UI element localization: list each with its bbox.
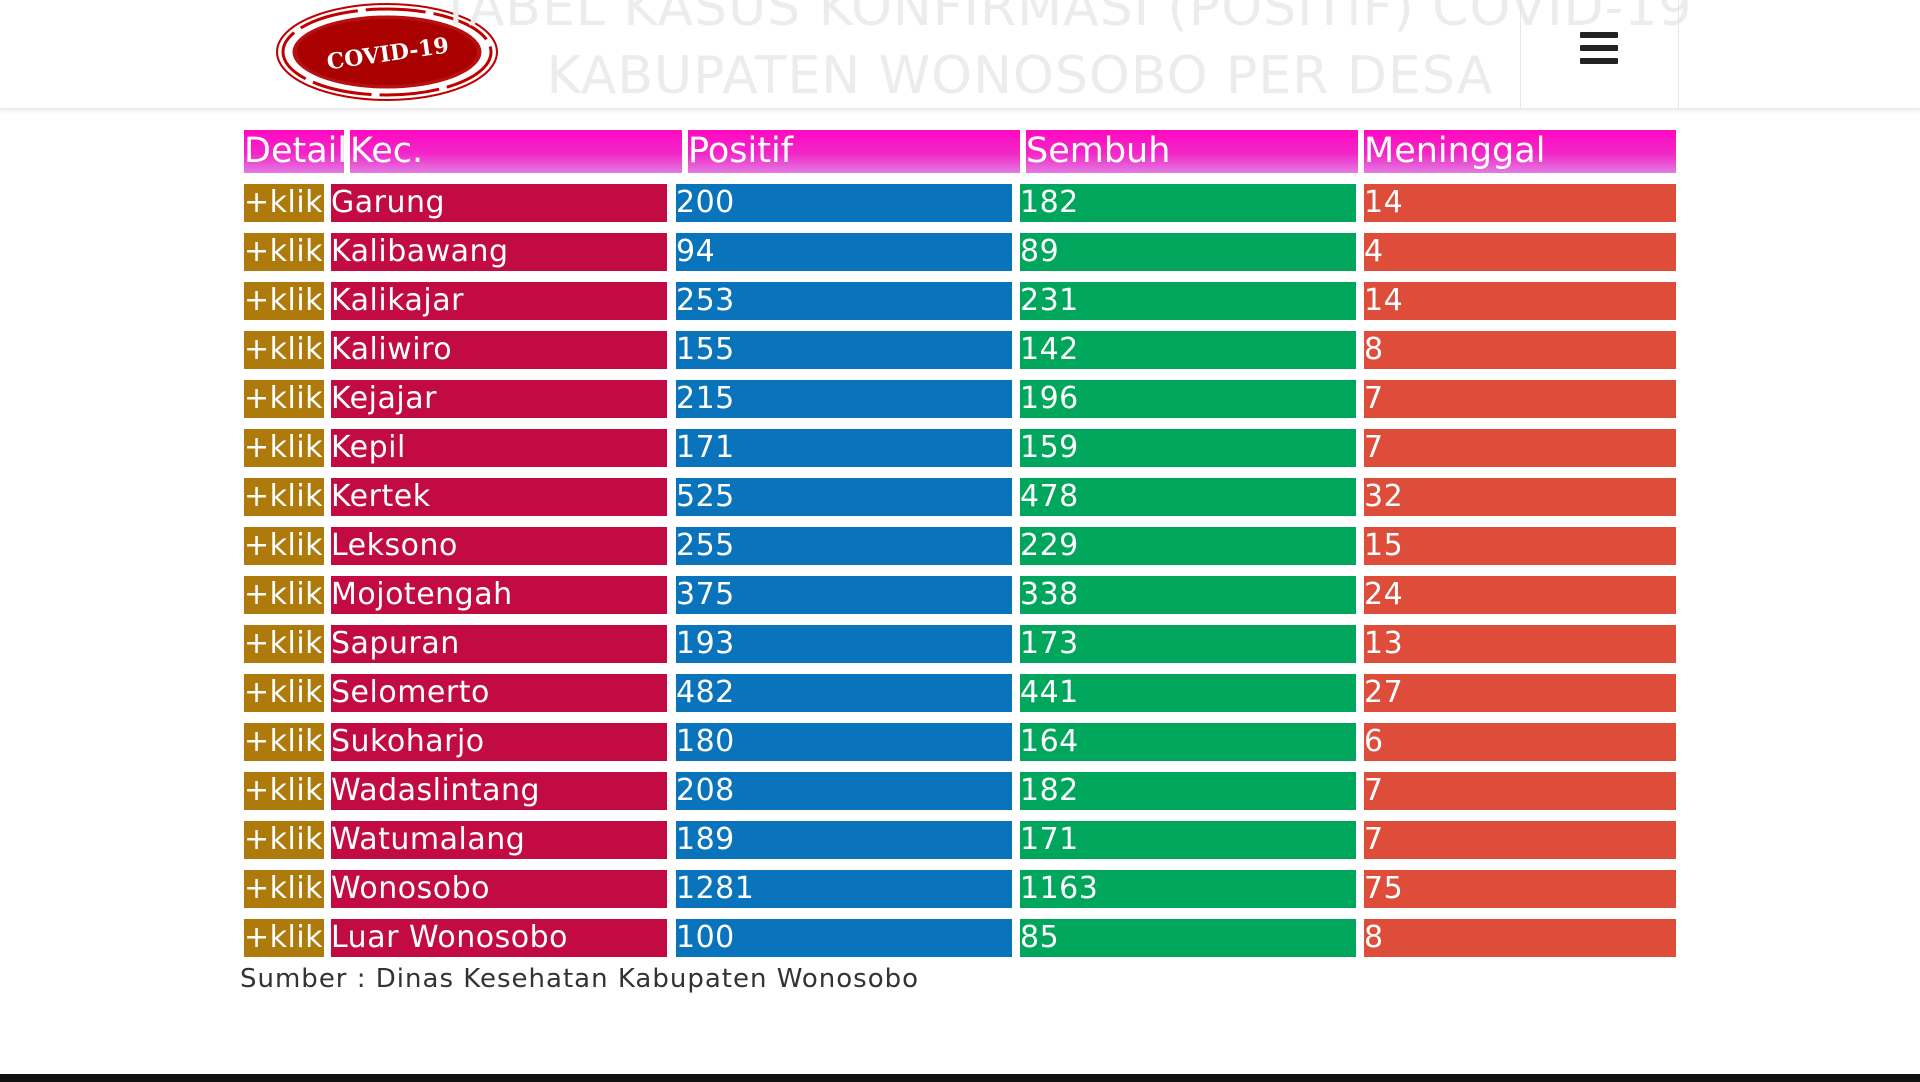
footer-bar xyxy=(0,1074,1920,1082)
nav-divider xyxy=(1678,0,1679,108)
cell-meninggal: 7 xyxy=(1364,772,1676,810)
cell-positif: 482 xyxy=(676,674,1012,712)
cell-sembuh: 89 xyxy=(1020,233,1356,271)
header-meninggal: Meninggal xyxy=(1364,130,1676,173)
cell-meninggal: 27 xyxy=(1364,674,1676,712)
cell-sembuh: 182 xyxy=(1020,184,1356,222)
cell-meninggal: 7 xyxy=(1364,429,1676,467)
detail-link[interactable]: +klik xyxy=(244,870,324,908)
detail-link[interactable]: +klik xyxy=(244,380,324,418)
cell-sembuh: 229 xyxy=(1020,527,1356,565)
detail-link[interactable]: +klik xyxy=(244,674,324,712)
cell-sembuh: 164 xyxy=(1020,723,1356,761)
cell-sembuh: 478 xyxy=(1020,478,1356,516)
site-header: COVID-19 TABEL KASUS KONFIRMASI (POSITIF… xyxy=(0,0,1920,109)
cell-kecamatan: Selomerto xyxy=(331,674,667,712)
cell-sembuh: 231 xyxy=(1020,282,1356,320)
cell-kecamatan: Kaliwiro xyxy=(331,331,667,369)
cell-meninggal: 32 xyxy=(1364,478,1676,516)
cell-meninggal: 4 xyxy=(1364,233,1676,271)
header-detail: Detail xyxy=(244,130,344,173)
hamburger-menu-icon[interactable] xyxy=(1580,30,1618,66)
cell-sembuh: 441 xyxy=(1020,674,1356,712)
detail-link[interactable]: +klik xyxy=(244,625,324,663)
table-header-row: Detail Kec. Positif Sembuh Meninggal xyxy=(244,130,1676,174)
cell-kecamatan: Sukoharjo xyxy=(331,723,667,761)
cell-positif: 171 xyxy=(676,429,1012,467)
header-sembuh: Sembuh xyxy=(1026,130,1358,173)
cell-positif: 253 xyxy=(676,282,1012,320)
covid-table: Detail Kec. Positif Sembuh Meninggal +kl… xyxy=(244,130,1676,957)
detail-link[interactable]: +klik xyxy=(244,331,324,369)
cell-kecamatan: Kalikajar xyxy=(331,282,667,320)
detail-link[interactable]: +klik xyxy=(244,429,324,467)
cell-kecamatan: Kertek xyxy=(331,478,667,516)
cell-meninggal: 14 xyxy=(1364,184,1676,222)
cell-meninggal: 75 xyxy=(1364,870,1676,908)
cell-meninggal: 8 xyxy=(1364,919,1676,957)
cell-meninggal: 6 xyxy=(1364,723,1676,761)
cell-positif: 375 xyxy=(676,576,1012,614)
cell-sembuh: 142 xyxy=(1020,331,1356,369)
cell-kecamatan: Kepil xyxy=(331,429,667,467)
cell-positif: 155 xyxy=(676,331,1012,369)
cell-meninggal: 8 xyxy=(1364,331,1676,369)
cell-meninggal: 13 xyxy=(1364,625,1676,663)
cell-kecamatan: Mojotengah xyxy=(331,576,667,614)
cell-sembuh: 338 xyxy=(1020,576,1356,614)
detail-link[interactable]: +klik xyxy=(244,576,324,614)
page-title-line1: TABEL KASUS KONFIRMASI (POSITIF) COVID-1… xyxy=(440,0,1693,38)
detail-link[interactable]: +klik xyxy=(244,821,324,859)
cell-kecamatan: Leksono xyxy=(331,527,667,565)
cell-kecamatan: Luar Wonosobo xyxy=(331,919,667,957)
cell-meninggal: 15 xyxy=(1364,527,1676,565)
cell-kecamatan: Watumalang xyxy=(331,821,667,859)
cell-positif: 215 xyxy=(676,380,1012,418)
cell-kecamatan: Kalibawang xyxy=(331,233,667,271)
header-positif: Positif xyxy=(688,130,1020,173)
detail-link[interactable]: +klik xyxy=(244,527,324,565)
cell-sembuh: 1163 xyxy=(1020,870,1356,908)
cell-meninggal: 14 xyxy=(1364,282,1676,320)
cell-kecamatan: Wonosobo xyxy=(331,870,667,908)
cell-positif: 525 xyxy=(676,478,1012,516)
detail-link[interactable]: +klik xyxy=(244,723,324,761)
cell-sembuh: 182 xyxy=(1020,772,1356,810)
header-kec: Kec. xyxy=(350,130,682,173)
detail-link[interactable]: +klik xyxy=(244,282,324,320)
cell-meninggal: 7 xyxy=(1364,821,1676,859)
detail-link[interactable]: +klik xyxy=(244,772,324,810)
cell-positif: 94 xyxy=(676,233,1012,271)
cell-kecamatan: Garung xyxy=(331,184,667,222)
cell-positif: 189 xyxy=(676,821,1012,859)
cell-positif: 1281 xyxy=(676,870,1012,908)
cell-sembuh: 85 xyxy=(1020,919,1356,957)
cell-kecamatan: Wadaslintang xyxy=(331,772,667,810)
cell-positif: 255 xyxy=(676,527,1012,565)
cell-sembuh: 173 xyxy=(1020,625,1356,663)
detail-link[interactable]: +klik xyxy=(244,919,324,957)
cell-positif: 200 xyxy=(676,184,1012,222)
cell-positif: 193 xyxy=(676,625,1012,663)
detail-link[interactable]: +klik xyxy=(244,184,324,222)
detail-link[interactable]: +klik xyxy=(244,478,324,516)
cell-positif: 208 xyxy=(676,772,1012,810)
covid-19-logo[interactable]: COVID-19 xyxy=(272,0,502,104)
cell-sembuh: 159 xyxy=(1020,429,1356,467)
cell-kecamatan: Kejajar xyxy=(331,380,667,418)
page-title: TABEL KASUS KONFIRMASI (POSITIF) COVID-1… xyxy=(440,0,1691,108)
cell-sembuh: 196 xyxy=(1020,380,1356,418)
cell-positif: 100 xyxy=(676,919,1012,957)
nav-divider xyxy=(1520,0,1521,108)
page-title-line2: KABUPATEN WONOSOBO PER DESA xyxy=(546,46,1494,106)
cell-positif: 180 xyxy=(676,723,1012,761)
cell-meninggal: 24 xyxy=(1364,576,1676,614)
cell-kecamatan: Sapuran xyxy=(331,625,667,663)
source-note: Sumber : Dinas Kesehatan Kabupaten Wonos… xyxy=(240,964,920,994)
cell-meninggal: 7 xyxy=(1364,380,1676,418)
detail-link[interactable]: +klik xyxy=(244,233,324,271)
cell-sembuh: 171 xyxy=(1020,821,1356,859)
